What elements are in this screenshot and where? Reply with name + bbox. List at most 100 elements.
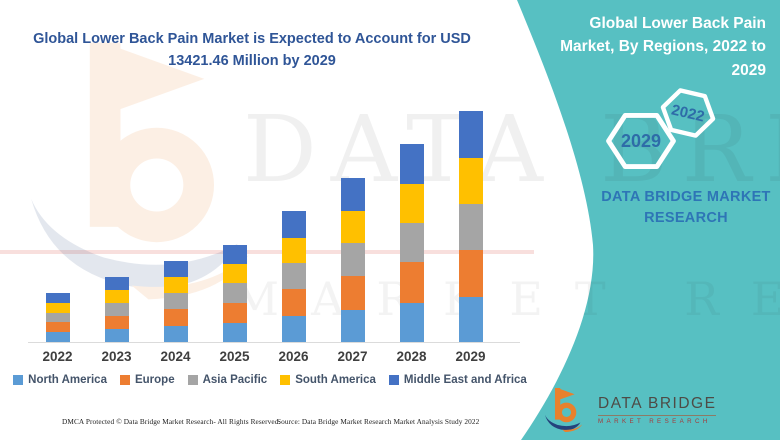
bar-2026-middle-east-and-africa [281, 211, 306, 238]
dmca-notice: DMCA Protected © Data Bridge Market Rese… [62, 417, 281, 426]
source-note: Source: Data Bridge Market Research Mark… [277, 417, 480, 426]
bar-2028-asia-pacific [399, 223, 424, 263]
bar-2025-middle-east-and-africa [222, 244, 247, 265]
bar-group-2026 [264, 110, 323, 342]
bar-2028-europe [399, 262, 424, 304]
bar-stack-2029 [458, 111, 483, 342]
bar-group-2027 [323, 110, 382, 342]
x-tick-2025: 2025 [219, 349, 250, 364]
bar-group-2025 [205, 110, 264, 342]
hexagon-badge-2029: 2029 [606, 112, 676, 170]
bar-stack-2027 [340, 177, 365, 342]
bar-group-2023 [87, 110, 146, 342]
x-tick-2024: 2024 [160, 349, 191, 364]
bar-2029-middle-east-and-africa [458, 111, 483, 158]
legend-label-europe: Europe [134, 374, 175, 386]
bar-2027-south-america [340, 210, 365, 244]
badge-year-2029: 2029 [620, 130, 662, 151]
bar-2027-north-america [340, 309, 365, 342]
legend-label-north-america: North America [28, 374, 107, 386]
legend-item-europe: Europe [119, 374, 175, 386]
bar-stack-2028 [399, 144, 424, 342]
bar-2028-north-america [399, 303, 424, 342]
x-tick-2028: 2028 [396, 349, 427, 364]
legend-swatch-middle-east-and-africa [388, 375, 399, 385]
bar-2026-north-america [281, 316, 306, 342]
bar-2022-south-america [45, 303, 70, 313]
side-panel-title: Global Lower Back Pain Market, By Region… [560, 15, 766, 79]
bar-2023-south-america [104, 290, 129, 303]
bar-2024-north-america [163, 326, 188, 342]
bar-stack-2026 [281, 211, 306, 342]
hexagon-outline-icon [606, 113, 676, 169]
bar-2029-europe [458, 249, 483, 298]
bar-group-2024 [146, 110, 205, 342]
bar-2025-north-america [222, 322, 247, 342]
legend-swatch-europe [119, 375, 130, 385]
legend-label-middle-east-and-africa: Middle East and Africa [403, 374, 527, 386]
legend-swatch-asia-pacific [187, 375, 198, 385]
bar-2022-middle-east-and-africa [45, 293, 70, 304]
bar-2029-south-america [458, 157, 483, 205]
bar-group-2028 [382, 110, 441, 342]
legend-swatch-south-america [280, 375, 291, 385]
watermark-underline [0, 250, 534, 254]
bar-stack-2023 [104, 277, 129, 342]
bar-2028-south-america [399, 184, 424, 224]
bar-2027-europe [340, 275, 365, 310]
hexagon-outline-icon [660, 88, 716, 138]
logo-name: DATA BRIDGE [598, 395, 717, 416]
bar-2027-asia-pacific [340, 243, 365, 276]
bar-2023-north-america [104, 329, 129, 342]
bar-2023-asia-pacific [104, 302, 129, 316]
company-logo: DATA BRIDGE MARKET RESEARCH [543, 387, 717, 433]
bar-2025-south-america [222, 264, 247, 284]
bar-stack-2022 [45, 293, 70, 342]
hexagon-badge-2022: 2022 [656, 84, 721, 141]
bar-2024-south-america [163, 277, 188, 294]
legend-item-north-america: North America [13, 374, 107, 386]
legend-item-middle-east-and-africa: Middle East and Africa [388, 374, 527, 386]
x-tick-2027: 2027 [337, 349, 368, 364]
bar-2024-asia-pacific [163, 293, 188, 310]
bar-chart [28, 110, 500, 342]
bar-2028-middle-east-and-africa [399, 144, 424, 185]
x-tick-2029: 2029 [455, 349, 486, 364]
legend-label-asia-pacific: Asia Pacific [202, 374, 268, 386]
bar-group-2029 [441, 110, 500, 342]
legend-item-south-america: South America [280, 374, 376, 386]
logo-text-block: DATA BRIDGE MARKET RESEARCH [598, 395, 717, 425]
bar-2026-asia-pacific [281, 263, 306, 290]
bar-group-2022 [28, 110, 87, 342]
legend-label-south-america: South America [295, 374, 376, 386]
bar-2022-north-america [45, 332, 70, 342]
bar-2022-asia-pacific [45, 312, 70, 323]
bar-2023-middle-east-and-africa [104, 277, 129, 291]
legend-swatch-north-america [13, 375, 24, 385]
bar-2026-south-america [281, 237, 306, 264]
bar-stack-2024 [163, 260, 188, 342]
bar-2027-middle-east-and-africa [340, 177, 365, 211]
chart-title: Global Lower Back Pain Market is Expecte… [33, 31, 471, 70]
brand-wordmark: DATA BRIDGE MARKET RESEARCH [601, 189, 771, 227]
x-axis-labels: 2022 2023 2024 2025 2026 2027 2028 2029 [28, 349, 500, 364]
chart-legend: North America Europe Asia Pacific South Ame… [12, 374, 528, 386]
bar-2026-europe [281, 289, 306, 317]
bar-stack-2025 [222, 244, 247, 342]
data-bridge-logo-icon [543, 387, 589, 433]
x-tick-2026: 2026 [278, 349, 309, 364]
x-tick-2022: 2022 [42, 349, 73, 364]
legend-item-asia-pacific: Asia Pacific [187, 374, 268, 386]
x-axis-line [28, 342, 520, 343]
bar-2029-asia-pacific [458, 204, 483, 250]
bar-2025-europe [222, 302, 247, 323]
bar-2024-europe [163, 309, 188, 326]
x-tick-2023: 2023 [101, 349, 132, 364]
bar-2022-europe [45, 322, 70, 333]
bar-2023-europe [104, 315, 129, 330]
bar-2025-asia-pacific [222, 283, 247, 303]
logo-subtitle: MARKET RESEARCH [598, 418, 711, 425]
bar-2024-middle-east-and-africa [163, 260, 188, 278]
